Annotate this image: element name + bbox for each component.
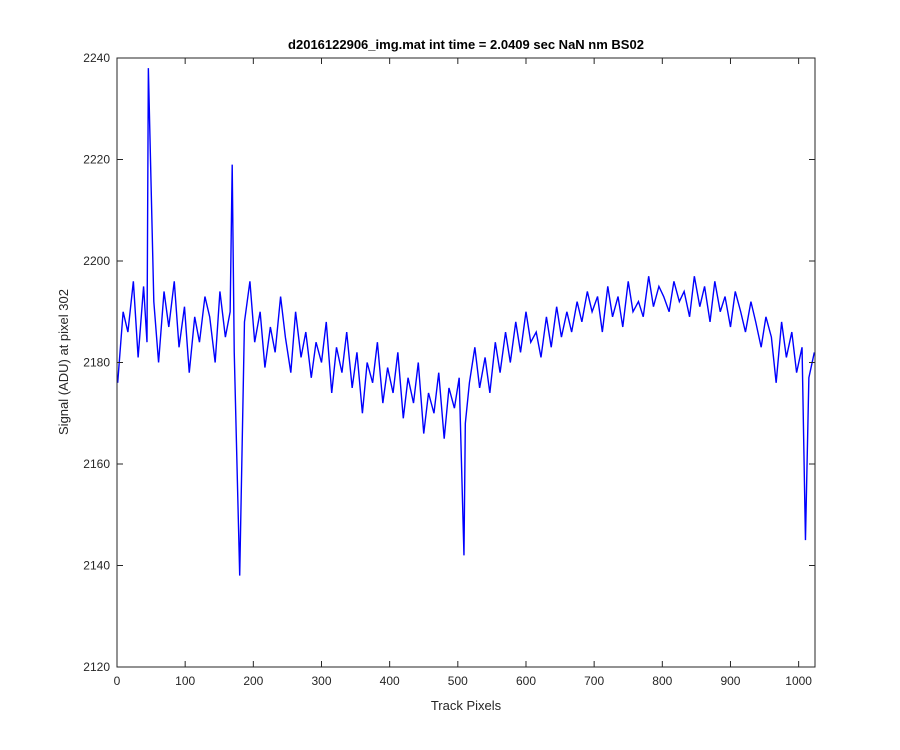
- x-tick-label: 600: [516, 674, 536, 688]
- y-axis: 2120 2140 2160 2180 2200 2220 2240: [83, 51, 815, 674]
- x-tick-label: 200: [243, 674, 263, 688]
- x-tick-label: 100: [175, 674, 195, 688]
- x-tick-label: 300: [311, 674, 331, 688]
- y-axis-label: Signal (ADU) at pixel 302: [56, 289, 71, 435]
- x-axis-label: Track Pixels: [431, 698, 502, 713]
- x-tick-label: 400: [380, 674, 400, 688]
- plot-area: [117, 58, 815, 667]
- series-line-0: [116, 68, 816, 576]
- x-tick-label: 700: [584, 674, 604, 688]
- y-tick-label: 2180: [83, 356, 110, 370]
- x-axis: 0 100 200 300 400 500 600 700 800 900 1000: [114, 58, 812, 688]
- x-tick-label: 800: [652, 674, 672, 688]
- y-tick-label: 2140: [83, 559, 110, 573]
- x-tick-label: 500: [448, 674, 468, 688]
- series-layer: [116, 68, 816, 576]
- chart-title: d2016122906_img.mat int time = 2.0409 se…: [288, 37, 644, 52]
- y-tick-label: 2120: [83, 660, 110, 674]
- y-tick-label: 2240: [83, 51, 110, 65]
- y-tick-label: 2220: [83, 153, 110, 167]
- y-tick-label: 2200: [83, 254, 110, 268]
- x-tick-label: 1000: [785, 674, 812, 688]
- x-tick-label: 0: [114, 674, 121, 688]
- y-tick-label: 2160: [83, 457, 110, 471]
- x-tick-label: 900: [720, 674, 740, 688]
